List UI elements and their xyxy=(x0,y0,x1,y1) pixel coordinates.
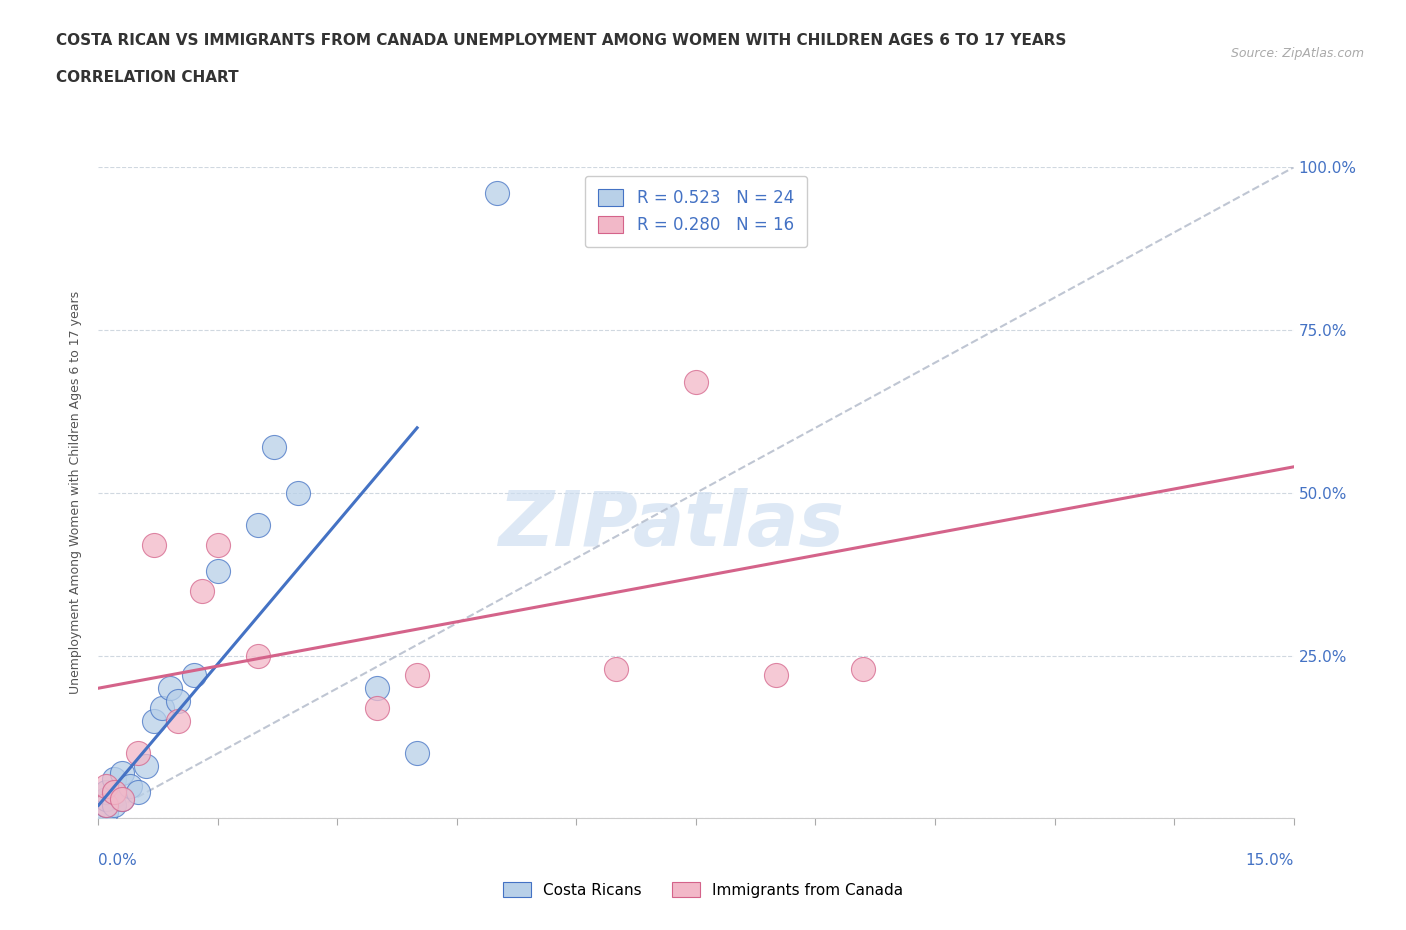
Point xyxy=(127,785,149,800)
Point xyxy=(207,564,229,578)
Point xyxy=(96,785,118,800)
Text: 0.0%: 0.0% xyxy=(98,853,138,868)
Point xyxy=(150,700,173,715)
Point xyxy=(485,186,508,201)
Point xyxy=(765,668,787,683)
Text: Source: ZipAtlas.com: Source: ZipAtlas.com xyxy=(1230,46,1364,60)
Point xyxy=(167,694,190,709)
Point xyxy=(406,668,429,683)
Point xyxy=(96,804,118,819)
Y-axis label: Unemployment Among Women with Children Ages 6 to 17 years: Unemployment Among Women with Children A… xyxy=(69,291,83,695)
Point xyxy=(605,661,627,676)
Point xyxy=(111,791,134,806)
Point xyxy=(135,759,157,774)
Point xyxy=(366,681,388,696)
Point xyxy=(103,785,125,800)
Point xyxy=(120,778,142,793)
Point xyxy=(366,700,388,715)
Legend: Costa Ricans, Immigrants from Canada: Costa Ricans, Immigrants from Canada xyxy=(496,875,910,904)
Point xyxy=(246,648,269,663)
Point xyxy=(127,746,149,761)
Point xyxy=(96,778,118,793)
Point xyxy=(103,785,125,800)
Point xyxy=(96,798,118,813)
Point xyxy=(191,583,214,598)
Point xyxy=(167,713,190,728)
Text: 15.0%: 15.0% xyxy=(1246,853,1294,868)
Point xyxy=(96,791,118,806)
Text: ZIPatlas: ZIPatlas xyxy=(499,488,845,563)
Point xyxy=(96,798,118,813)
Point xyxy=(143,538,166,552)
Point xyxy=(183,668,205,683)
Point xyxy=(111,765,134,780)
Point xyxy=(207,538,229,552)
Point xyxy=(159,681,181,696)
Point xyxy=(103,772,125,787)
Point xyxy=(263,440,285,455)
Point xyxy=(685,375,707,390)
Text: COSTA RICAN VS IMMIGRANTS FROM CANADA UNEMPLOYMENT AMONG WOMEN WITH CHILDREN AGE: COSTA RICAN VS IMMIGRANTS FROM CANADA UN… xyxy=(56,33,1067,47)
Point xyxy=(852,661,875,676)
Point xyxy=(143,713,166,728)
Text: CORRELATION CHART: CORRELATION CHART xyxy=(56,70,239,85)
Legend: R = 0.523   N = 24, R = 0.280   N = 16: R = 0.523 N = 24, R = 0.280 N = 16 xyxy=(585,176,807,247)
Point xyxy=(406,746,429,761)
Point xyxy=(246,518,269,533)
Point xyxy=(287,485,309,500)
Point xyxy=(103,798,125,813)
Point xyxy=(111,791,134,806)
